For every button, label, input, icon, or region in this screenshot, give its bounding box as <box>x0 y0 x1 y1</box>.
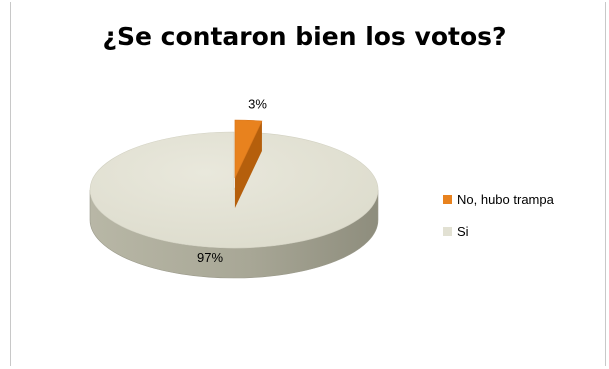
chart-area <box>10 2 606 366</box>
pie-slice-top <box>89 131 379 249</box>
data-label-si: 97% <box>197 250 223 265</box>
legend-item-no-hubo-trampa: No, hubo trampa <box>443 190 554 208</box>
data-label-no-hubo-trampa: 3% <box>248 96 267 111</box>
pie-slice-no-hubo-trampa <box>234 119 263 208</box>
legend-swatch <box>443 194 452 204</box>
legend-item-si: Si <box>443 222 554 240</box>
pie-slice-si <box>89 131 379 279</box>
pie-slice-side <box>234 121 262 208</box>
chart-title: ¿Se contaron bien los votos? <box>102 22 507 51</box>
legend-swatch <box>443 226 452 236</box>
legend-label: No, hubo trampa <box>457 191 554 207</box>
legend-label: Si <box>457 223 469 239</box>
pie-slice-top <box>234 119 263 179</box>
legend: No, hubo trampa Si <box>443 190 554 254</box>
